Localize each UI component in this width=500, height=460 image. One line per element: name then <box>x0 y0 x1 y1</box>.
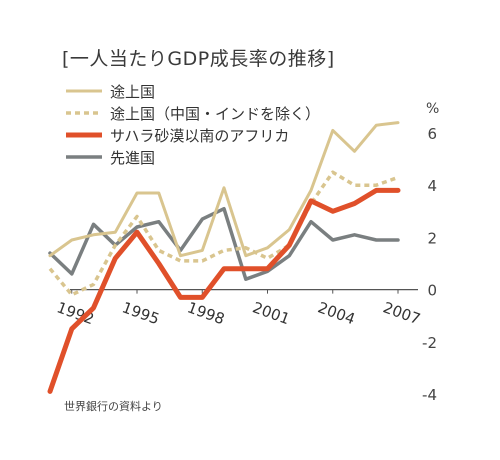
y-tick-label--2: -2 <box>422 334 437 352</box>
x-tick-label-1995: 1995 <box>120 298 162 328</box>
legend-label-developing-ex: 途上国（中国・インドを除く） <box>110 104 321 123</box>
series-line-developing-ex <box>48 170 399 297</box>
legend-item-advanced: 先進国 <box>66 146 320 168</box>
legend-swatch-advanced <box>66 155 102 159</box>
legend-item-developing-ex-china-india: 途上国（中国・インドを除く） <box>66 102 320 124</box>
series-line-developing <box>48 121 400 258</box>
chart-title: [一人当たりGDP成長率の推移] <box>62 48 335 70</box>
x-tick-label-1998: 1998 <box>185 298 227 328</box>
y-tick-label-0: 0 <box>427 282 437 300</box>
y-tick-label-4: 4 <box>427 177 437 195</box>
series-line-africa <box>47 187 401 394</box>
legend-swatch-developing <box>66 89 102 93</box>
legend-label-advanced: 先進国 <box>110 148 156 167</box>
y-tick-label--4: -4 <box>422 386 437 404</box>
x-tick-label-2001: 2001 <box>250 298 292 328</box>
x-tick-label-2007: 2007 <box>381 298 423 328</box>
legend-label-africa: サハラ砂漠以南のアフリカ <box>110 126 290 145</box>
source-note: 世界銀行の資料より <box>64 400 163 413</box>
legend-swatch-developing-ex <box>66 111 102 115</box>
series-line-advanced <box>48 206 400 281</box>
x-tick-label-2004: 2004 <box>315 298 357 328</box>
y-unit-label: % <box>426 101 440 117</box>
legend: 途上国 途上国（中国・インドを除く） サハラ砂漠以南のアフリカ 先進国 <box>66 80 320 168</box>
legend-label-developing: 途上国 <box>110 82 156 101</box>
legend-item-subsaharan-africa: サハラ砂漠以南のアフリカ <box>66 124 320 146</box>
legend-swatch-africa <box>66 132 102 138</box>
y-tick-label-6: 6 <box>427 125 437 143</box>
y-tick-label-2: 2 <box>427 229 437 247</box>
legend-item-developing: 途上国 <box>66 80 320 102</box>
